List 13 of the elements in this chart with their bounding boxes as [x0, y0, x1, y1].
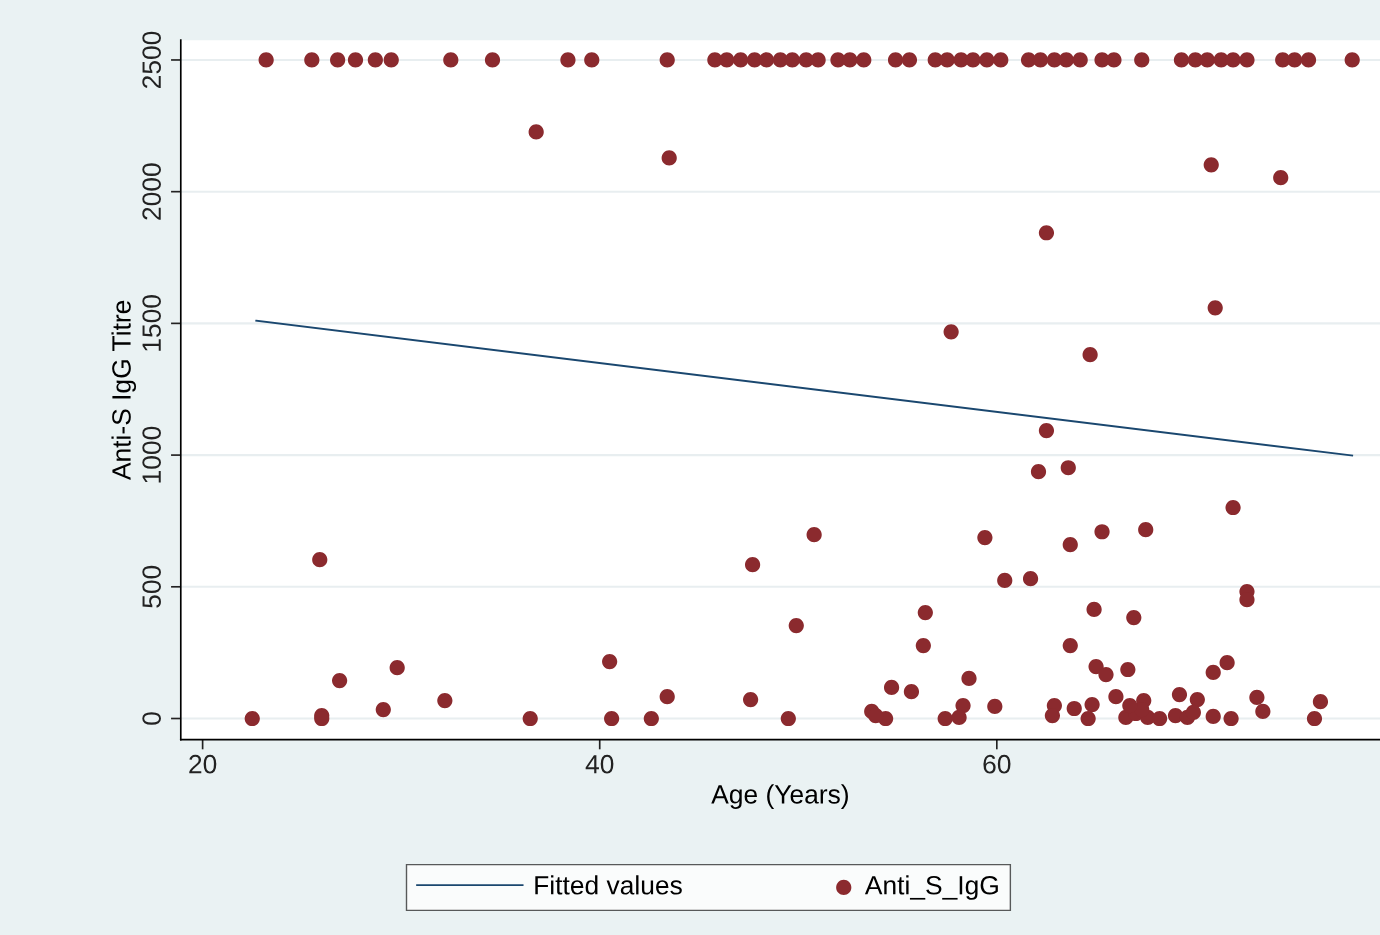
x-tick-label: 40	[585, 754, 614, 774]
y-tick-label: 500	[142, 565, 161, 608]
y-tick-label: 2500	[142, 31, 161, 88]
legend-label: Anti_S_IgG	[864, 875, 998, 900]
x-tick-label: 60	[983, 754, 1011, 774]
x-tick-label: 20	[189, 754, 217, 774]
y-axis-title: Anti-S IgG Titre	[111, 300, 137, 481]
y-tick-label: 2000	[142, 163, 161, 220]
y-tick-label: 1000	[142, 426, 161, 483]
y-tick-label: 0	[142, 712, 161, 725]
x-axis-title: Age (Years)	[711, 784, 848, 809]
legend-label: Fitted values	[535, 875, 682, 895]
y-tick-label: 1500	[142, 295, 161, 351]
